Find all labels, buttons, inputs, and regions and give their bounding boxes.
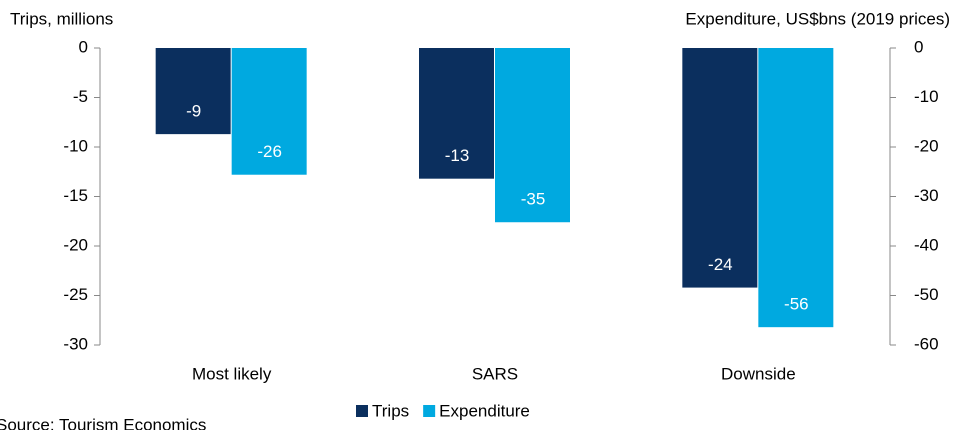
y2-tick-label: -10: [914, 87, 939, 106]
bar: [155, 48, 231, 135]
y-tick-label: -5: [73, 87, 88, 106]
y-tick-label: -15: [63, 186, 88, 205]
legend-swatch: [423, 405, 436, 417]
y2-tick-label: -40: [914, 235, 939, 254]
bar: [758, 48, 834, 328]
y-tick-label: -10: [63, 136, 88, 155]
data-label: -13: [445, 146, 470, 165]
y2-tick-label: -30: [914, 186, 939, 205]
data-label: -9: [186, 102, 201, 121]
bar: [495, 48, 570, 223]
data-label: -56: [784, 295, 809, 314]
legend-label: Trips: [372, 401, 409, 420]
y2-tick-label: -60: [914, 334, 939, 353]
x-tick-label: Most likely: [192, 364, 272, 383]
x-tick-label: SARS: [472, 364, 518, 383]
legend-label: Expenditure: [439, 401, 530, 420]
y-tick-label: -25: [63, 285, 88, 304]
y2-axis-label: Expenditure, US$bns (2019 prices): [685, 9, 950, 28]
source: Source: Tourism Economics: [0, 415, 206, 430]
y2-tick-label: -20: [914, 136, 939, 155]
y-tick-label: -20: [63, 235, 88, 254]
data-label: -26: [257, 142, 282, 161]
bar: [231, 48, 307, 175]
legend-swatch: [356, 405, 368, 417]
y2-tick-label: 0: [914, 37, 923, 56]
x-tick-label: Downside: [721, 364, 796, 383]
y2-tick-label: -50: [914, 285, 939, 304]
bar: [682, 48, 758, 288]
y-axis-label: Trips, millions: [10, 9, 113, 28]
data-label: -24: [708, 255, 733, 274]
data-label: -35: [521, 190, 546, 209]
y-tick-label: 0: [79, 37, 88, 56]
bar: [419, 48, 494, 179]
y-tick-label: -30: [63, 334, 88, 353]
